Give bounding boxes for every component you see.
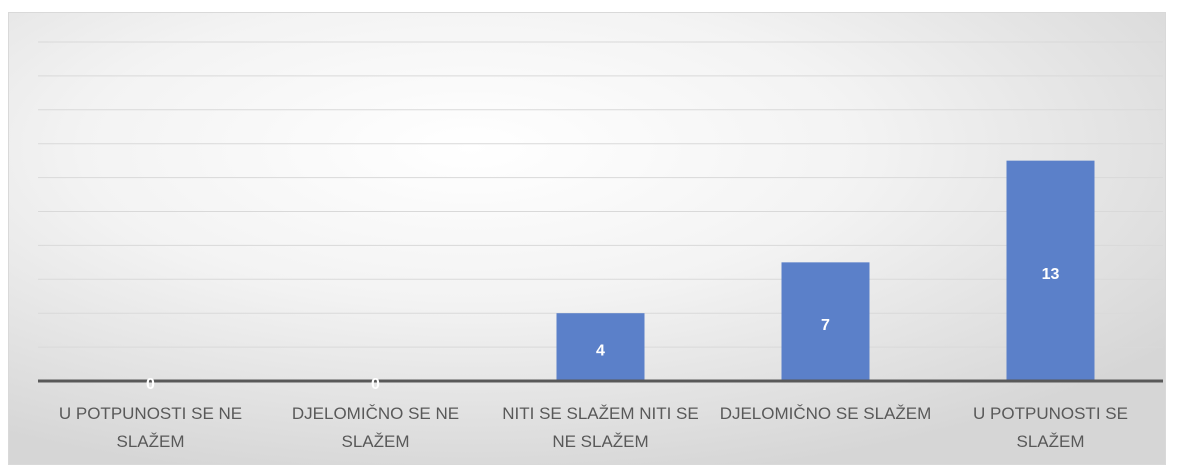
bar bbox=[781, 262, 870, 381]
x-tick-label: U POTPUNOSTI SE NE SLAŽEM bbox=[58, 404, 243, 451]
data-label: 4 bbox=[596, 342, 605, 359]
data-label: 0 bbox=[371, 376, 380, 393]
x-tick-label: DJELOMIČNO SE NE SLAŽEM bbox=[291, 404, 460, 451]
data-label: 13 bbox=[1042, 266, 1060, 283]
chart-background bbox=[8, 12, 1166, 465]
x-tick-label: DJELOMIČNO SE SLAŽEM bbox=[719, 404, 932, 423]
x-tick-label: NITI SE SLAŽEM NITI SE NE SLAŽEM bbox=[502, 404, 699, 451]
x-tick-label: U POTPUNOSTI SE SLAŽEM bbox=[973, 404, 1128, 451]
data-label: 0 bbox=[146, 376, 155, 393]
bar bbox=[556, 313, 645, 381]
data-label: 7 bbox=[821, 317, 830, 334]
bar bbox=[1006, 160, 1095, 381]
